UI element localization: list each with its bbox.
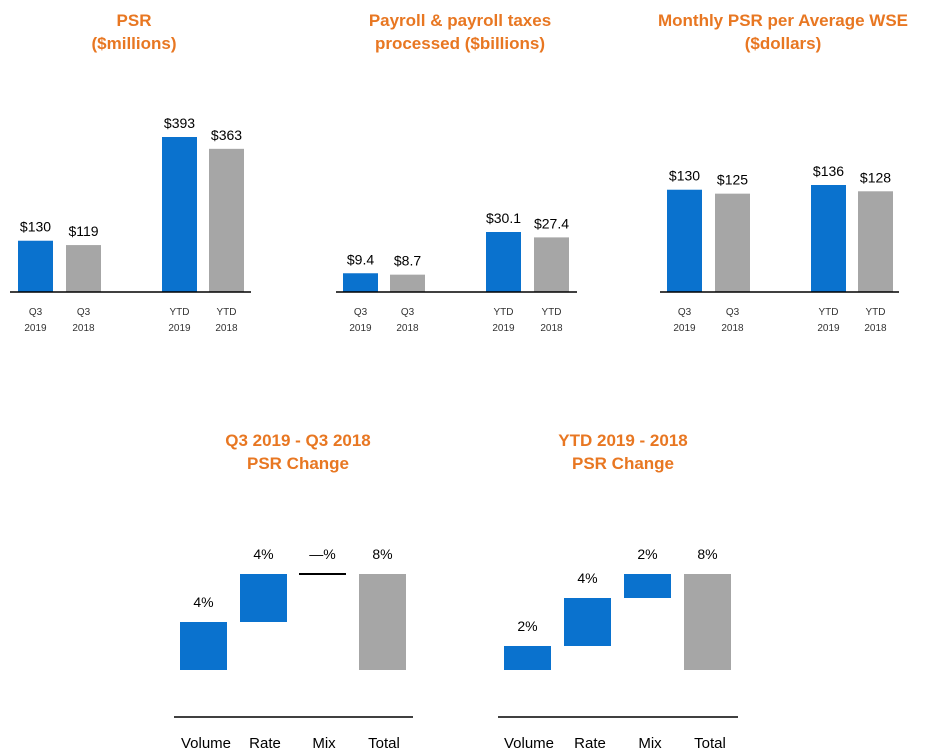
tick-label: YTD bbox=[170, 307, 190, 318]
chart-title-psr: PSR ($millions) bbox=[34, 9, 234, 55]
waterfall-bar bbox=[504, 646, 551, 670]
data-label: 8% bbox=[697, 546, 717, 562]
tick-label: YTD bbox=[866, 307, 886, 318]
tick-label: 2019 bbox=[349, 323, 372, 334]
tick-label: 2018 bbox=[864, 323, 887, 334]
category-label: Volume bbox=[181, 735, 231, 752]
bar bbox=[811, 185, 846, 292]
waterfall-bar bbox=[684, 574, 731, 670]
category-label: Total bbox=[694, 735, 726, 752]
tick-label: Q3 bbox=[354, 307, 368, 318]
category-label: Volume bbox=[504, 735, 554, 752]
chart-title-q3-psr-change: Q3 2019 - Q3 2018 PSR Change bbox=[183, 429, 413, 475]
data-label: $27.4 bbox=[534, 215, 569, 231]
data-label: 2% bbox=[517, 618, 537, 634]
chart-title-monthly-psr: Monthly PSR per Average WSE ($dollars) bbox=[633, 9, 933, 55]
category-label: Rate bbox=[574, 735, 606, 752]
bar bbox=[715, 193, 750, 292]
bar bbox=[343, 273, 378, 292]
chart-title-payroll: Payroll & payroll taxes processed ($bill… bbox=[330, 9, 590, 55]
tick-label: YTD bbox=[217, 307, 237, 318]
data-label: 4% bbox=[193, 594, 213, 610]
bar bbox=[162, 137, 197, 292]
category-label: Mix bbox=[312, 735, 336, 752]
tick-label: Q3 bbox=[401, 307, 415, 318]
bar bbox=[209, 148, 244, 292]
data-label: —% bbox=[309, 546, 335, 562]
data-label: $128 bbox=[860, 169, 891, 185]
chart-title-line: Monthly PSR per Average WSE bbox=[657, 11, 908, 30]
data-label: $130 bbox=[20, 219, 51, 235]
data-label: $136 bbox=[813, 163, 844, 179]
bar bbox=[534, 237, 569, 292]
bar bbox=[858, 191, 893, 292]
chart-title-line: YTD 2019 - 2018 bbox=[558, 431, 688, 450]
data-label: $30.1 bbox=[486, 210, 521, 226]
bar bbox=[667, 189, 702, 292]
tick-label: 2018 bbox=[215, 323, 238, 334]
bar bbox=[18, 240, 53, 292]
tick-label: Q3 bbox=[29, 307, 43, 318]
chart-title-line: Q3 2019 - Q3 2018 bbox=[225, 431, 371, 450]
chart-title-ytd-psr-change: YTD 2019 - 2018 PSR Change bbox=[508, 429, 738, 475]
category-label: Rate bbox=[249, 735, 281, 752]
data-label: $125 bbox=[717, 172, 748, 188]
tick-label: 2019 bbox=[673, 323, 696, 334]
chart-title-line: Payroll & payroll taxes bbox=[368, 11, 552, 30]
data-label: $130 bbox=[669, 168, 700, 184]
tick-label: 2018 bbox=[72, 323, 95, 334]
bar bbox=[390, 274, 425, 292]
category-label: Total bbox=[368, 735, 400, 752]
tick-label: YTD bbox=[819, 307, 839, 318]
waterfall-bar bbox=[624, 574, 671, 598]
data-label: $393 bbox=[164, 115, 195, 131]
tick-label: 2018 bbox=[396, 323, 419, 334]
data-label: 2% bbox=[637, 546, 657, 562]
chart-title-line: ($millions) bbox=[91, 34, 177, 53]
tick-label: 2019 bbox=[168, 323, 191, 334]
chart-title-line: PSR Change bbox=[246, 454, 350, 473]
tick-label: Q3 bbox=[726, 307, 740, 318]
chart-title-line: ($dollars) bbox=[744, 34, 822, 53]
data-label: $8.7 bbox=[394, 253, 421, 269]
tick-label: Q3 bbox=[77, 307, 91, 318]
bar bbox=[486, 232, 521, 292]
tick-label: 2019 bbox=[24, 323, 47, 334]
tick-label: YTD bbox=[494, 307, 514, 318]
data-label: $119 bbox=[68, 223, 98, 239]
tick-label: Q3 bbox=[678, 307, 692, 318]
waterfall-bar bbox=[240, 574, 287, 622]
data-label: $9.4 bbox=[347, 251, 374, 267]
data-label: $363 bbox=[211, 127, 242, 143]
tick-label: 2018 bbox=[540, 323, 563, 334]
chart-title-line: processed ($billions) bbox=[374, 34, 546, 53]
chart-title-line: PSR Change bbox=[571, 454, 675, 473]
tick-label: 2019 bbox=[492, 323, 515, 334]
category-label: Mix bbox=[638, 735, 662, 752]
waterfall-bar bbox=[180, 622, 227, 670]
waterfall-bar bbox=[564, 598, 611, 646]
tick-label: 2018 bbox=[721, 323, 744, 334]
bar bbox=[66, 245, 101, 292]
chart-title-line: PSR bbox=[116, 11, 152, 30]
data-label: 4% bbox=[253, 546, 273, 562]
waterfall-bar bbox=[359, 574, 406, 670]
data-label: 8% bbox=[372, 546, 392, 562]
tick-label: 2019 bbox=[817, 323, 840, 334]
tick-label: YTD bbox=[542, 307, 562, 318]
data-label: 4% bbox=[577, 570, 597, 586]
